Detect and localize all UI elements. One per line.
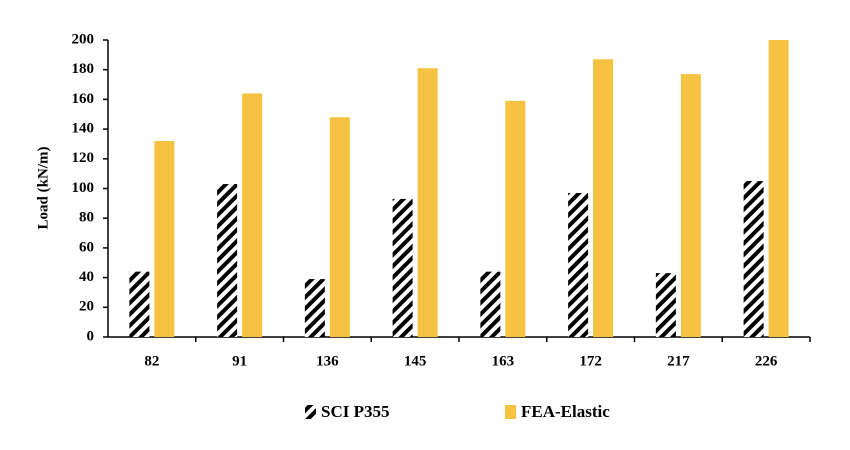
y-tick-label: 160 xyxy=(72,91,95,107)
legend-label: FEA-Elastic xyxy=(521,402,610,421)
x-tick-label: 226 xyxy=(755,353,778,369)
y-axis-label: Load (kN/m) xyxy=(35,147,51,230)
legend-swatch xyxy=(505,405,516,419)
bar xyxy=(480,271,501,337)
y-tick-label: 120 xyxy=(72,150,95,166)
y-tick-label: 100 xyxy=(72,180,95,196)
bar xyxy=(593,59,614,338)
bar xyxy=(768,40,789,337)
bar xyxy=(242,93,263,338)
x-tick-label: 217 xyxy=(667,353,690,369)
bar xyxy=(217,184,238,337)
x-tick-label: 163 xyxy=(492,353,515,369)
y-tick-label: 60 xyxy=(79,239,94,255)
x-tick-label: 91 xyxy=(232,353,247,369)
bar xyxy=(154,140,175,337)
y-tick-label: 0 xyxy=(87,328,95,344)
bar xyxy=(417,68,438,337)
bar xyxy=(505,100,526,337)
bar xyxy=(329,117,350,337)
y-tick-label: 200 xyxy=(72,31,95,47)
bar xyxy=(655,273,676,337)
legend-swatch xyxy=(305,405,316,419)
x-tick-label: 82 xyxy=(144,353,159,369)
y-tick-label: 180 xyxy=(72,61,95,77)
bar xyxy=(680,74,701,337)
y-tick-label: 80 xyxy=(79,210,94,226)
bar xyxy=(304,279,325,337)
bar xyxy=(743,181,764,337)
legend-label: SCI P355 xyxy=(321,402,389,421)
bar xyxy=(129,271,150,337)
y-tick-label: 40 xyxy=(79,269,94,285)
bar xyxy=(568,192,589,337)
y-tick-label: 140 xyxy=(72,121,95,137)
y-tick-label: 20 xyxy=(79,299,94,315)
x-tick-label: 145 xyxy=(404,353,427,369)
x-tick-label: 136 xyxy=(316,353,339,369)
x-tick-label: 172 xyxy=(579,353,602,369)
bar xyxy=(392,198,413,337)
